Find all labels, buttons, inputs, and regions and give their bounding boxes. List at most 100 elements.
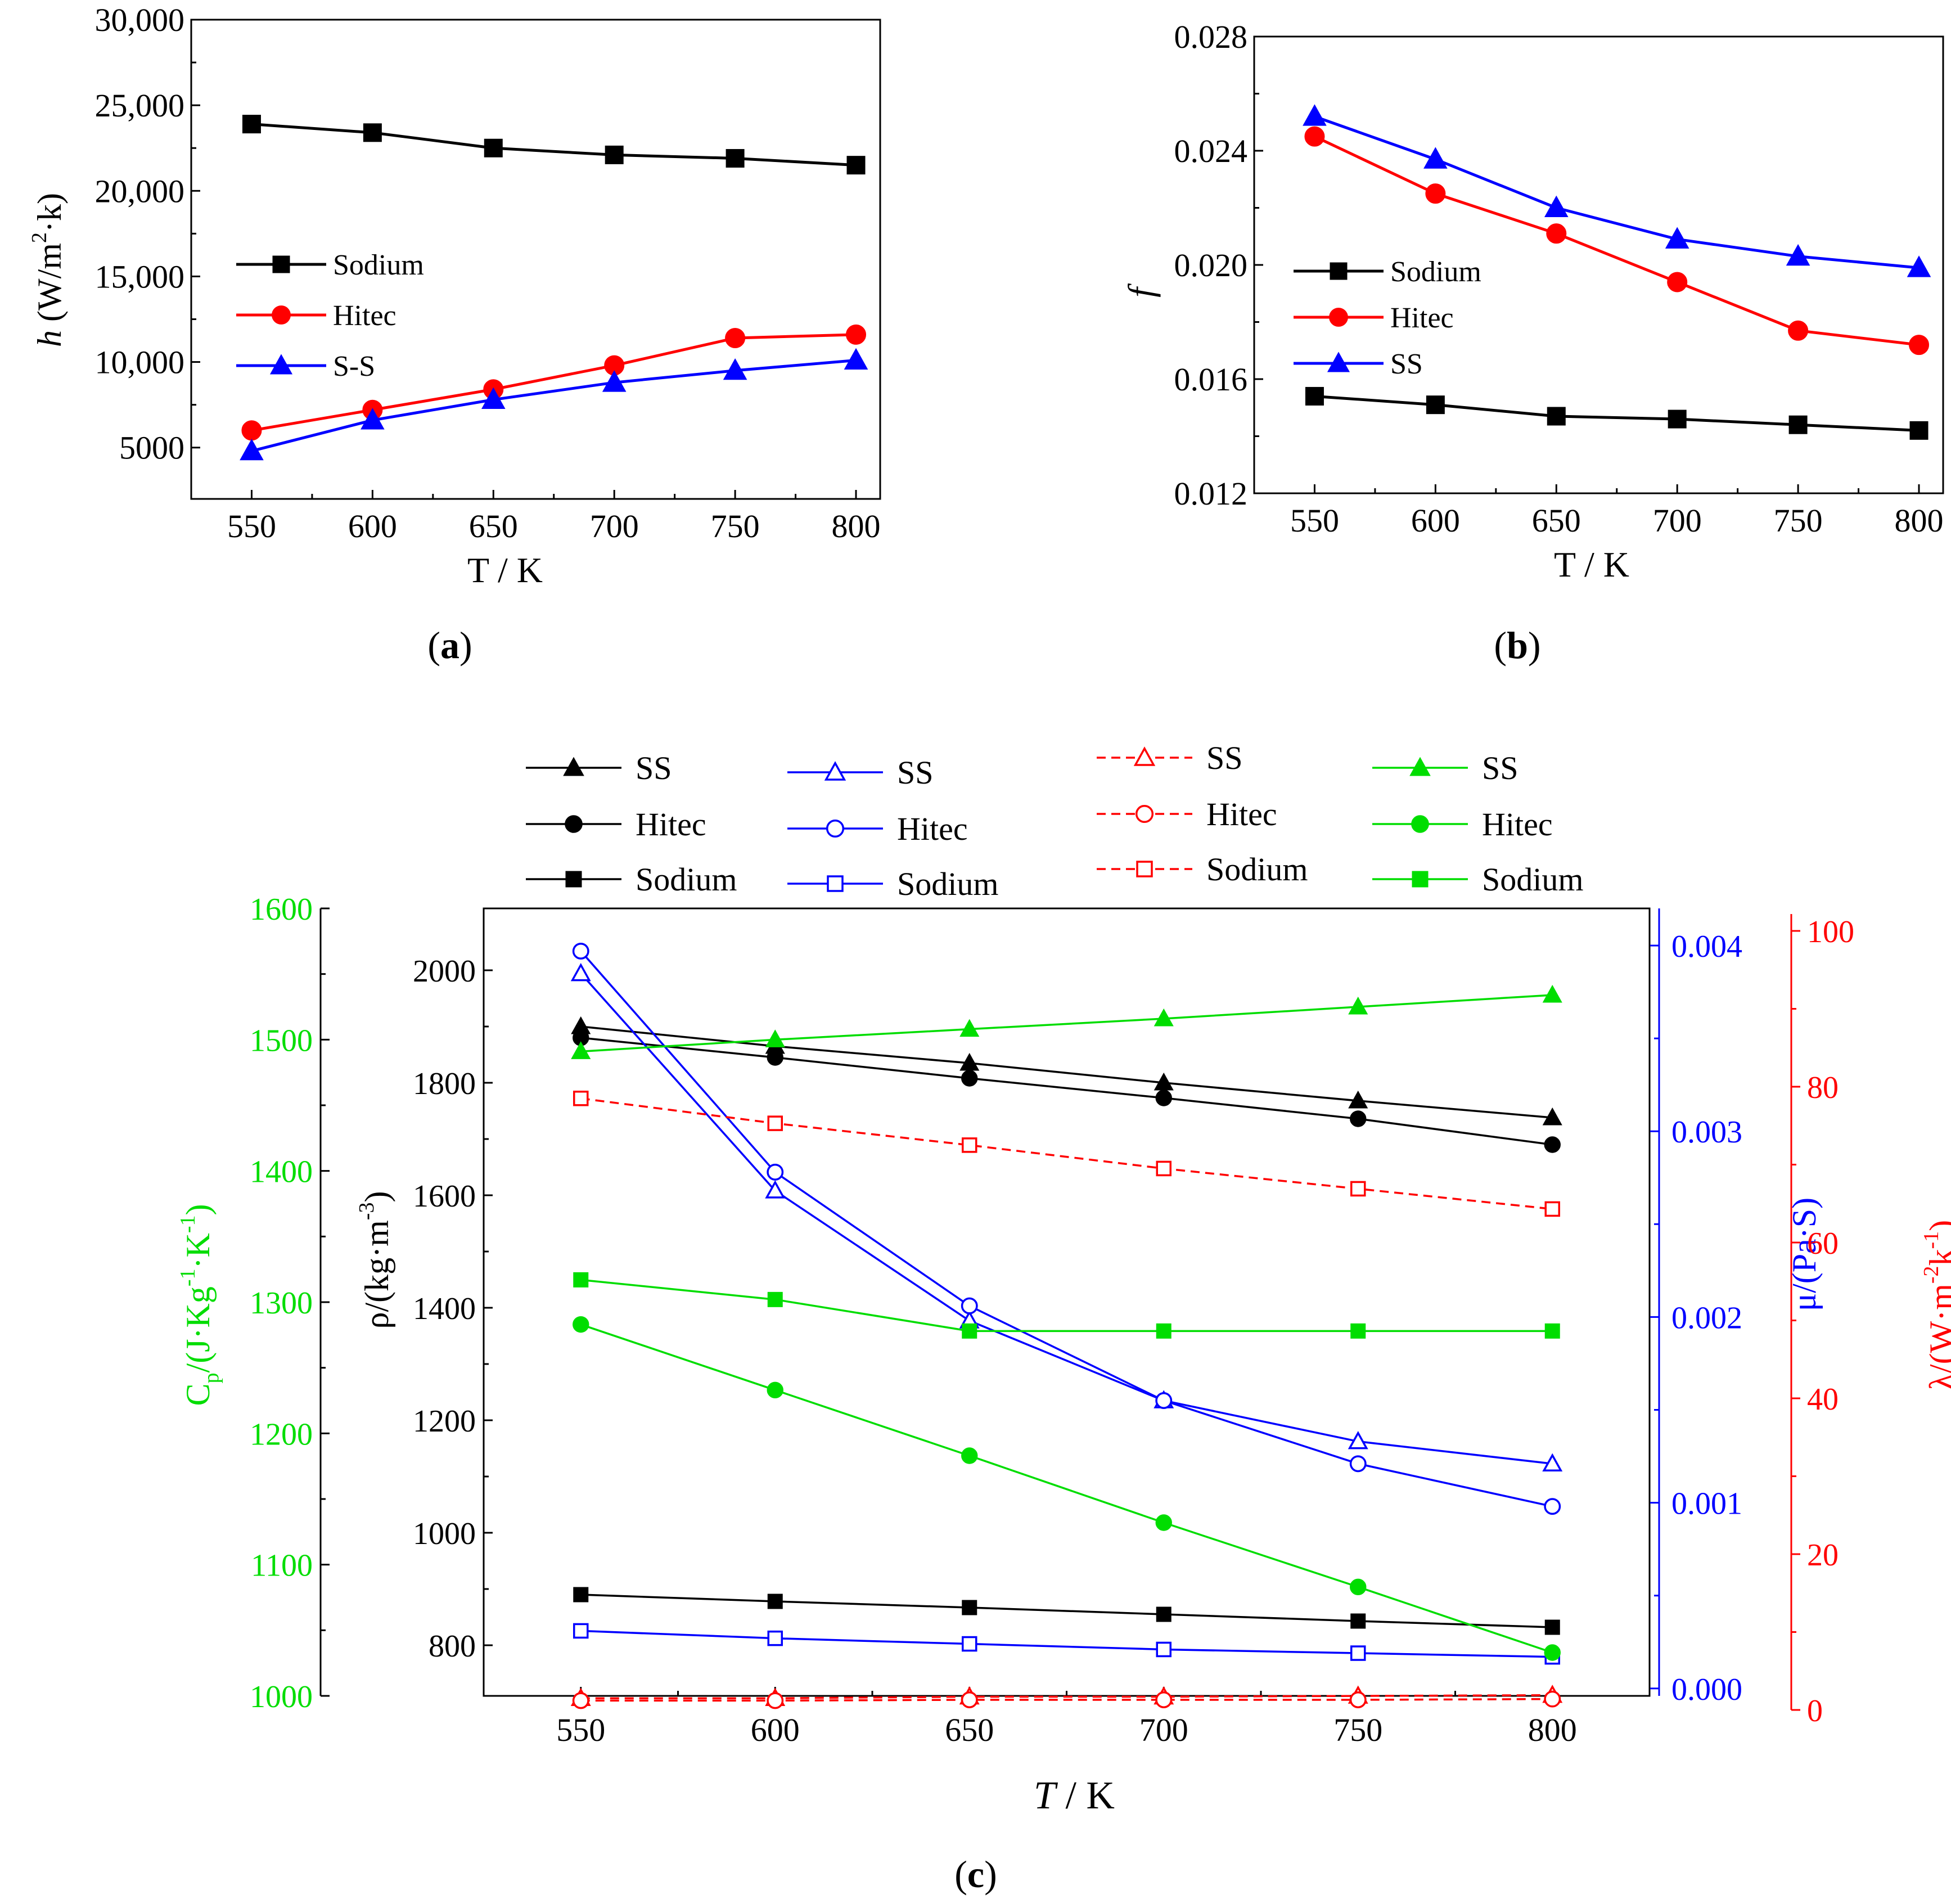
panel-a-ytick-label: 30,000 [95, 2, 185, 38]
panel-c-rho-tick-label: 2000 [413, 954, 476, 989]
panel-c-legend-label: SS [897, 754, 934, 791]
panel-c-series-mu-ss-point [765, 1180, 786, 1199]
panel-c-series-mu-sodium-point [767, 1630, 783, 1646]
panel-c-series-mu-ss-point [1348, 1431, 1368, 1450]
panel-b-ytick-label: 0.020 [1174, 247, 1248, 283]
panel-a-series-ss-point [361, 408, 385, 430]
panel-a-series-hitec-point [846, 324, 867, 345]
panel-b-xtick-label: 600 [1411, 502, 1460, 539]
panel-c-lambda-tick-label: 100 [1807, 915, 1854, 949]
panel-c-series-rho-ss-point [1154, 1072, 1174, 1091]
panel-b-series-hitec-point [1667, 272, 1688, 292]
panel-c-legend-label: Sodium [1482, 861, 1584, 898]
panel-a-xtick-label: 800 [832, 508, 881, 544]
panel-a-series-sodium-point [363, 123, 382, 142]
panel-c-series-cp-hitec-point [1155, 1514, 1172, 1531]
panel-c-legend-marker [1133, 746, 1156, 766]
panel-b-series-hitec-point [1909, 335, 1930, 355]
panel-c-series-cp-ss-point [765, 1029, 785, 1047]
panel-c-cp-tick-label: 1500 [250, 1023, 313, 1058]
panel-c-series-rho-sodium-point [1156, 1606, 1171, 1622]
panel-b-ytick-label: 0.012 [1174, 475, 1248, 512]
panel-c-series-cp-hitec-line [580, 1324, 1553, 1654]
panel-a-series-sodium-point [846, 156, 866, 175]
panel-c-series-rho-hitec-point [1350, 1110, 1367, 1127]
panel-a-legend-marker [269, 354, 293, 375]
panel-a-series-ss-point [602, 370, 627, 392]
panel-a-xtick-label: 700 [590, 508, 639, 544]
panel-b-legend-label: Sodium [1390, 256, 1481, 288]
panel-c-series-cp-sodium-point [767, 1291, 783, 1307]
panel-b-xlabel: T / K [1554, 544, 1629, 584]
panel-b-legend-marker [1330, 262, 1348, 280]
panel-c-series-lambda-sodium-point [1156, 1160, 1171, 1177]
panel-c-series-mu-sodium-line [580, 1630, 1553, 1658]
panel-c-cp-label: Cp/(J·Kg-1·K-1) [176, 1204, 223, 1406]
panel-c-legend-label: SS [636, 750, 672, 786]
panel-c-series-cp-ss-line [580, 994, 1553, 1053]
panel-c-xtick-label: 650 [945, 1712, 994, 1748]
panel-b-series-ss-point [1786, 244, 1810, 266]
panel-c-legend-marker [827, 875, 844, 892]
panel-b-series-hitec-line [1314, 135, 1920, 346]
panel-c-series-cp-sodium-point [1350, 1323, 1366, 1339]
panel-a-series-hitec-line [251, 333, 857, 432]
panel-a-ytick-label: 15,000 [95, 258, 185, 295]
panel-c-series-rho-ss-point [1542, 1107, 1562, 1126]
panel-c-series-mu-hitec-point [1155, 1392, 1173, 1409]
panel-c-series-rho-hitec-point [1544, 1136, 1561, 1153]
panel-b-series-sodium-point [1668, 409, 1687, 429]
panel-c-series-cp-hitec-point [1350, 1578, 1367, 1596]
panel-c-series-lambda-sodium-point [573, 1091, 589, 1106]
panel-c-legend-marker [1135, 804, 1154, 823]
panel-c-series-lambda-hitec-point [1544, 1690, 1561, 1708]
panel-c-legend-marker [565, 871, 582, 888]
panel-c-series-lambda-sodium-line [580, 1097, 1553, 1210]
panel-c-series-lambda-hitec-point [1349, 1691, 1367, 1708]
panel-c-rho-tick-label: 1600 [413, 1179, 476, 1214]
panel-a-caption: (a) [427, 624, 472, 667]
panel-b-legend-label: Hitec [1390, 302, 1454, 334]
panel-b-series-ss-point [1907, 255, 1931, 277]
panel-c-lambda-tick-label: 60 [1807, 1226, 1839, 1261]
panel-b-series-sodium-point [1305, 386, 1324, 406]
panel-c-series-rho-sodium-point [767, 1594, 783, 1609]
panel-b-series-sodium-point [1909, 421, 1929, 440]
panel-a: T / K h (W/m2·k) (a) [28, 193, 543, 667]
panel-b-xtick-label: 550 [1290, 502, 1339, 539]
panel-a-series-hitec-point [241, 420, 262, 441]
panel-c-series-cp-ss-point [571, 1041, 591, 1059]
panel-c-legend-marker [824, 761, 846, 781]
panel-c-legend-marker [1409, 757, 1431, 776]
panel-c-lambda-tick-label: 80 [1807, 1070, 1839, 1105]
panel-a-ylabel: h (W/m2·k) [28, 193, 68, 347]
panel-a-legend-label: Hitec [333, 300, 396, 332]
panel-c: T / K (c) ρ/(kg·m-3) Cp/(J·Kg-1·K-1) μ/(… [176, 1191, 1951, 1896]
panel-c-series-lambda-hitec-point [1155, 1691, 1173, 1708]
panel-b-ylabel: f [1121, 283, 1161, 298]
panel-c-rho-tick-label: 1200 [413, 1404, 476, 1439]
panel-c-series-rho-hitec-point [1155, 1090, 1172, 1106]
panel-a-series-sodium-point [605, 145, 624, 164]
panel-c-xtick-label: 700 [1139, 1712, 1188, 1748]
panel-c-series-rho-hitec-point [961, 1070, 978, 1087]
panel-c-series-cp-hitec-point [1544, 1644, 1561, 1661]
panel-c-legend-marker [563, 757, 584, 776]
panel-c-series-rho-sodium-point [1350, 1613, 1366, 1629]
panel-b-legend-marker [1327, 352, 1350, 372]
panel-c-series-lambda-sodium-point [962, 1137, 977, 1153]
panel-c-series-cp-ss-point [959, 1019, 980, 1037]
panel-c-legend-label: SS [1206, 740, 1243, 776]
panel-c-series-cp-ss-point [1348, 996, 1368, 1015]
panel-a-ytick-label: 25,000 [95, 87, 185, 124]
panel-c-series-rho-sodium-point [1544, 1619, 1560, 1635]
panel-c-series-cp-sodium-line [580, 1279, 1553, 1333]
panel-c-series-mu-hitec-point [767, 1163, 784, 1181]
panel-c-series-cp-hitec-point [961, 1447, 978, 1464]
panel-c-cp-tick-label: 1200 [250, 1417, 313, 1452]
panel-b-legend-label: SS [1390, 348, 1423, 380]
panel-c-series-mu-sodium-point [573, 1623, 589, 1639]
panel-c-series-lambda-hitec-point [961, 1691, 978, 1708]
panel-b-series-ss-line [1314, 115, 1920, 269]
panel-c-frame [483, 907, 1651, 1697]
